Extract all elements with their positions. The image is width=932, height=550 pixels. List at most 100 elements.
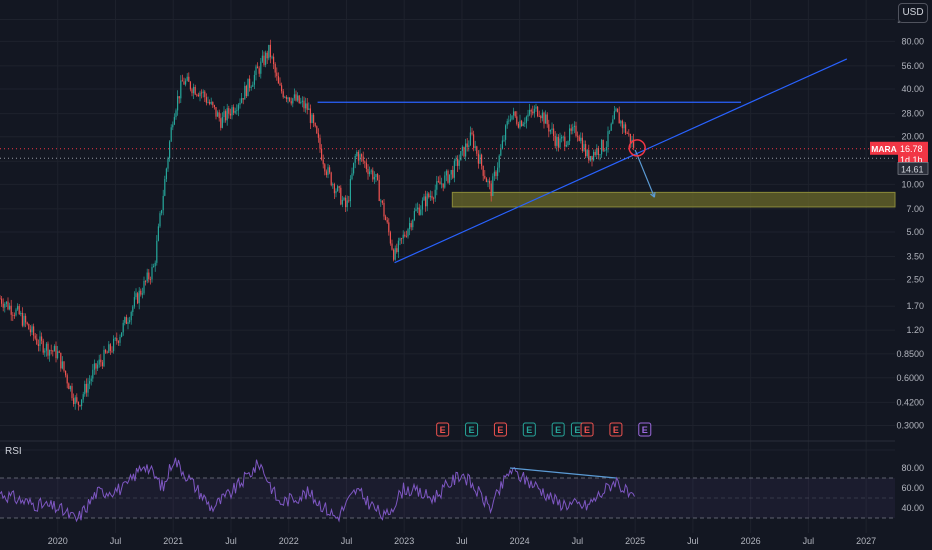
earnings-marker[interactable]: E [609, 422, 623, 437]
candle-body [551, 128, 553, 130]
candle-body [474, 146, 476, 148]
candle-body [581, 137, 583, 151]
x-tick-label: Jul [803, 536, 815, 546]
candle-body [196, 94, 198, 96]
candle-body [349, 179, 351, 202]
candle-body [228, 108, 230, 114]
earnings-marker[interactable]: E [522, 422, 536, 437]
candle-body [460, 151, 462, 161]
currency-button[interactable]: USD [898, 3, 928, 23]
candle-body [594, 151, 596, 156]
y-tick-label: 28.00 [901, 109, 924, 119]
candle-body [529, 109, 531, 115]
earnings-marker-box [638, 422, 652, 437]
candle-body [154, 262, 156, 267]
candle-body [396, 248, 398, 252]
candle-body [25, 315, 27, 323]
candle-body [53, 345, 55, 352]
candle-body [77, 401, 79, 405]
candle-body [434, 189, 436, 199]
x-tick-label: 2027 [856, 536, 876, 546]
candle-body [391, 243, 393, 250]
candle-body [181, 80, 183, 82]
candle-body [85, 383, 87, 393]
rsi-tick-label: 80.00 [901, 463, 924, 473]
candle-body [31, 326, 33, 333]
candle-body [122, 322, 124, 333]
earnings-marker[interactable]: E [436, 422, 450, 437]
candle-body [287, 97, 289, 100]
candle-body [10, 305, 12, 315]
earnings-marker[interactable]: E [465, 422, 479, 437]
earnings-marker[interactable]: E [493, 422, 507, 437]
candle-body [362, 156, 364, 162]
candle-body [626, 133, 628, 134]
candle-body [439, 181, 441, 185]
candle-body [284, 96, 286, 98]
candle-body [420, 209, 422, 215]
candle-body [233, 107, 235, 113]
candle-body [319, 137, 321, 149]
candle-body [106, 352, 108, 354]
candle-body [540, 116, 542, 119]
candle-body [173, 117, 175, 125]
candle-body [197, 94, 199, 97]
candle-body [277, 76, 279, 84]
candle-body [0, 298, 1, 300]
candle-body [322, 159, 324, 165]
earnings-marker-box [493, 422, 507, 437]
candle-body [332, 184, 334, 186]
candle-body [394, 248, 396, 260]
candle-body [281, 85, 283, 92]
candle-body [255, 66, 257, 75]
candle-body [191, 89, 193, 94]
y-tick-label: 40.00 [901, 84, 924, 94]
earnings-marker[interactable]: E [551, 422, 565, 437]
secondary-price-label: 14.61 [901, 164, 924, 174]
y-tick-label: 3.50 [906, 252, 924, 262]
candle-body [143, 280, 145, 294]
candle-body [321, 148, 323, 160]
candle-body [42, 340, 44, 353]
candle-body [357, 151, 359, 161]
candle-body [583, 144, 585, 151]
symbol-badge [870, 141, 898, 155]
candle-body [367, 169, 369, 175]
candle-body [303, 100, 305, 109]
y-tick-label: 20.00 [901, 132, 924, 142]
candle-body [162, 195, 164, 211]
candle-body [117, 341, 119, 343]
candle-body [629, 133, 631, 144]
candle-body [205, 97, 207, 103]
candle-body [324, 164, 326, 172]
candle-body [234, 110, 236, 113]
candle-body [146, 272, 148, 282]
candle-body [308, 108, 310, 110]
candle-body [5, 301, 7, 304]
candle-body [241, 98, 243, 103]
candle-body [266, 52, 268, 59]
y-tick-label: 2.50 [906, 275, 924, 285]
candle-body [413, 210, 415, 221]
rsi-ticks: 80.00 60.00 40.00 [901, 463, 924, 513]
candle-body [41, 336, 43, 341]
y-tick-label: 56.00 [901, 61, 924, 71]
candle-body [386, 220, 388, 223]
candle-body [210, 101, 212, 104]
candle-body [74, 397, 76, 404]
candle-body [169, 141, 171, 159]
x-tick-label: 2023 [394, 536, 414, 546]
candle-body [450, 169, 452, 175]
candle-body [596, 148, 598, 156]
candle-body [437, 181, 439, 182]
candle-body [351, 173, 353, 180]
candle-body [201, 92, 203, 94]
candle-body [492, 176, 494, 196]
candle-body [477, 153, 479, 164]
candle-body [405, 236, 407, 237]
earnings-marker[interactable]: E [638, 422, 652, 437]
earnings-marker[interactable]: E [580, 422, 594, 437]
